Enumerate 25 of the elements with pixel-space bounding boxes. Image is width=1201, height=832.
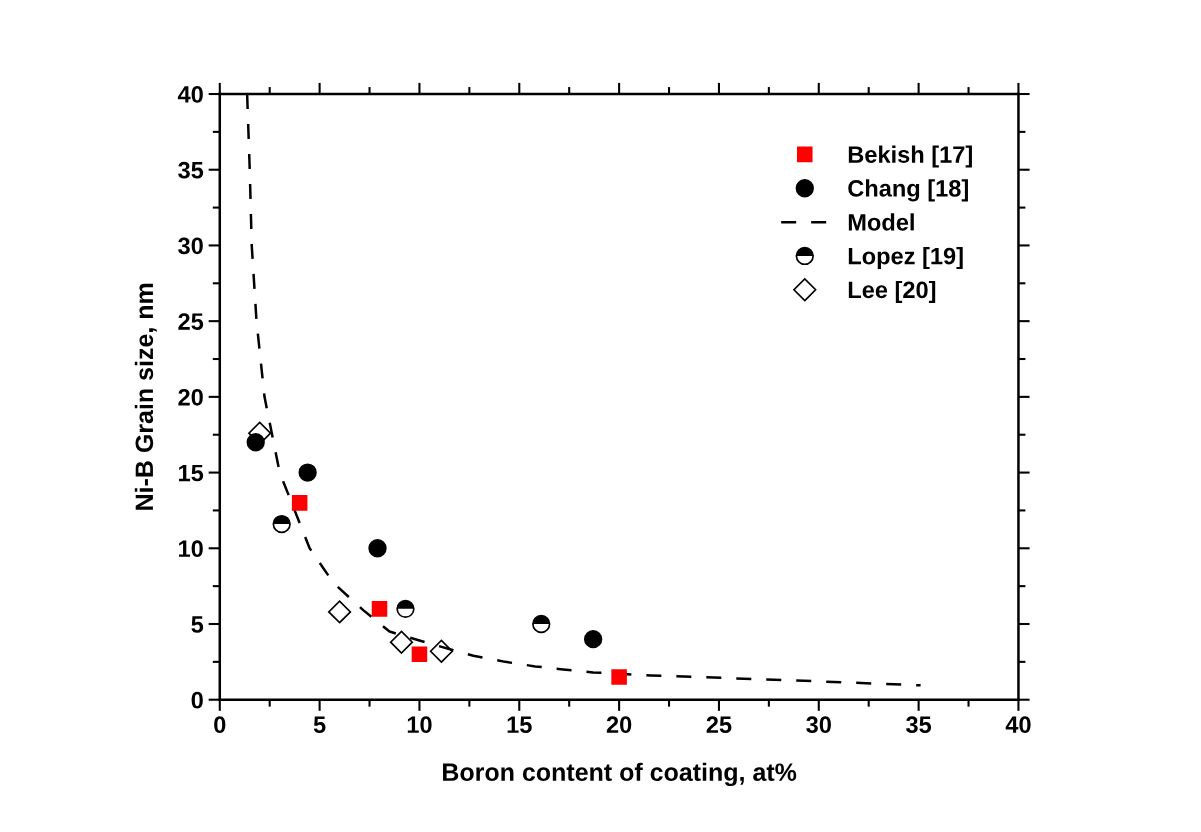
x-tick-label: 20 <box>606 716 632 734</box>
x-tick-label: 5 <box>313 716 326 734</box>
y-tick-label: 25 <box>178 313 204 330</box>
y-tick-label: 15 <box>179 464 204 482</box>
y-tick-label: 40 <box>177 86 203 103</box>
x-tick-label: 40 <box>1005 716 1031 734</box>
x-tick-label: 10 <box>407 716 432 734</box>
y-tick-label: 30 <box>178 237 203 255</box>
x-tick-label: 15 <box>507 716 532 734</box>
x-tick-label: 30 <box>806 716 831 734</box>
y-tick-label: 0 <box>191 691 203 709</box>
y-tick-label: 35 <box>178 161 204 179</box>
y-axis-title: Ni-B Grain size, nm <box>134 283 157 510</box>
legend-label: Bekish [17] <box>848 145 972 168</box>
x-tick-label: 25 <box>706 716 732 734</box>
legend-label: Lopez [19] <box>848 247 963 270</box>
legend-label: Lee [20] <box>848 280 936 303</box>
legend-label: Chang [18] <box>848 179 968 202</box>
x-tick-label: 0 <box>214 716 226 734</box>
legend-label: Model <box>848 213 914 231</box>
y-tick-label: 10 <box>179 540 203 558</box>
x-tick-label: 35 <box>906 716 932 734</box>
y-tick-label: 5 <box>191 616 204 633</box>
x-axis-title: Boron content of coating, at% <box>443 762 797 787</box>
y-tick-label: 20 <box>178 388 203 406</box>
